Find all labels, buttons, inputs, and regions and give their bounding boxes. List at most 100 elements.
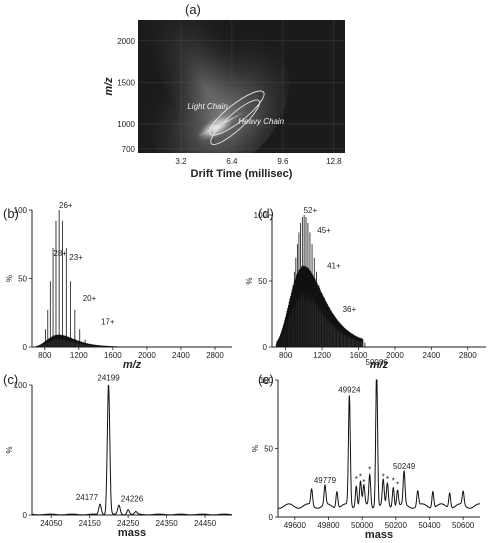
contour-hatch [217,115,238,128]
star-marker: * [386,475,389,484]
y-tick-label: 1000 [117,120,135,129]
peak-label: 24177 [76,493,99,502]
panel-label: (e) [258,372,274,387]
x-tick-label: 2400 [172,351,190,360]
panel-label: (c) [3,372,18,387]
mass-spectrum-trace [32,384,232,516]
y-tick-label: 100 [260,376,274,385]
heatmap-annotation: Light Chain [187,102,228,111]
peak-label: 26+ [59,201,73,210]
x-tick-label: 800 [279,351,293,360]
heatmap-density [138,20,345,153]
y-tick-label: 0 [263,343,268,352]
y-axis-title: % [5,446,14,453]
y-axis-title: % [251,445,260,452]
x-tick-label: 1600 [350,351,368,360]
panel-e: (e) 49600 49800 50000 50200 50400 50600 0 50 100 m… [251,358,480,541]
peak-label: 28+ [53,249,67,258]
y-tick-label: 100 [14,381,28,390]
x-tick-label: 800 [38,351,52,360]
x-tick-label: 9.6 [277,157,289,166]
y-tick-label: 0 [23,343,28,352]
peak-label: 24226 [121,494,144,503]
x-tick-label: 2000 [138,351,156,360]
panel-b: (b) 800 1200 1600 2000 2400 2800 0 50 100 m/z% 26+ 2… [3,201,232,371]
x-tick-label: 24050 [40,519,63,528]
y-tick-label: 50 [258,277,267,286]
y-tick-label: 0 [23,511,28,520]
x-axis-title: m/z [370,359,389,371]
x-tick-label: 50000 [351,521,374,530]
haze-region [147,20,253,150]
peak-label: 24199 [97,373,120,382]
peak-label: 52+ [304,206,318,215]
peak-label: 41+ [327,261,341,270]
y-tick-label: 1500 [117,78,135,87]
x-tick-label: 12.8 [326,157,342,166]
y-tick-label: 700 [122,145,136,154]
y-tick-label: 100 [14,206,28,215]
star-marker: * [355,475,358,484]
peak-label: 23+ [69,253,83,262]
x-tick-label: 1200 [313,351,331,360]
panel-c: (c) 24050 24150 24250 24350 24450 0 100 mass% 241… [3,372,232,539]
star-marker: * [396,481,399,490]
panel-d: (d) 800 1200 1600 2000 2400 2800 0 50 100 m/z% 52+ 4… [245,206,486,371]
x-tick-label: 49800 [317,521,340,530]
x-tick-label: 50200 [385,521,408,530]
x-tick-label: 50600 [452,521,475,530]
peak-label: 49924 [338,385,361,394]
y-axis-title: % [5,275,14,282]
panel-label: (b) [3,206,19,221]
x-axis-title: Drift Time (millisec) [191,168,293,180]
y-axis-title: m/z [103,77,115,96]
x-tick-label: 24350 [155,519,178,528]
x-tick-label: 2000 [386,351,404,360]
x-tick-label: 1600 [104,351,122,360]
peak-label: 20+ [83,294,97,303]
x-tick-label: 2800 [459,351,477,360]
star-marker: * [359,472,362,481]
star-marker: * [362,478,365,487]
panel-a: (a) Light Chain Heavy Chain 3.2 6.4 9.6 12.8 70… [103,2,345,180]
y-tick-label: 100 [254,211,268,220]
peak-label: 50086 [366,358,389,367]
y-axis-title: % [245,277,254,284]
contour-hatch [221,113,243,126]
spectrum-envelope [35,334,228,348]
x-tick-label: 2400 [422,351,440,360]
contour-hatch [199,123,220,136]
x-tick-label: 24450 [194,519,217,528]
peak-label: 50249 [393,462,416,471]
y-tick-label: 50 [264,445,273,454]
heatmap-annotation: Heavy Chain [238,117,284,126]
x-tick-label: 49600 [284,521,307,530]
peak-label: 49779 [314,476,337,485]
x-axis-title: mass [365,529,393,541]
x-axis-title: m/z [123,359,142,371]
x-tick-label: 24250 [117,519,140,528]
star-marker: * [382,472,385,481]
panel-label: (a) [185,2,201,17]
contour-hatch [208,119,229,132]
peak-label: 17+ [101,317,115,326]
x-tick-label: 3.2 [175,157,187,166]
y-tick-label: 50 [18,275,27,284]
x-axis-title: mass [118,527,146,539]
y-tick-label: 2000 [117,37,135,46]
contour-hatch [203,121,225,134]
peak-label: 36+ [343,305,357,314]
x-tick-label: 6.4 [226,157,238,166]
panel-label: (d) [258,206,274,221]
x-tick-label: 24150 [79,519,102,528]
contour-hatch [212,117,234,130]
heavy-chain-contour [210,99,260,145]
y-tick-label: 0 [269,513,274,522]
star-marker: * [368,466,371,475]
peak-label: 45+ [317,226,331,235]
spectrum-envelope [276,265,482,348]
light-chain-contour [208,90,265,136]
mass-spectrum-trace [277,379,480,509]
star-marker: * [392,476,395,485]
